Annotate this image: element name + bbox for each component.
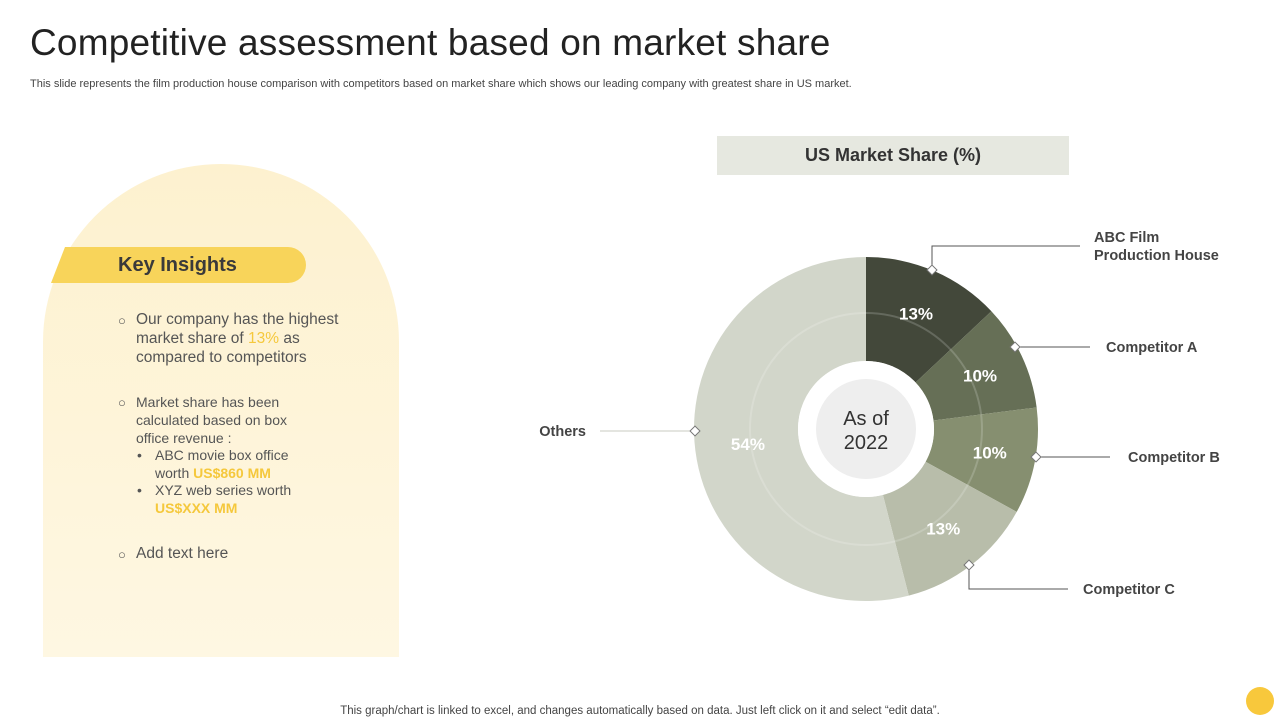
insight-1-text-end: as compared to competitors <box>136 330 307 366</box>
corner-decoration <box>1246 687 1274 715</box>
pie-inner-ring <box>749 312 983 546</box>
sub-1-highlight: US$860 MM <box>193 465 271 481</box>
pie-slice-2[interactable] <box>925 407 1038 512</box>
value-label-1: 10% <box>963 366 997 385</box>
sub-2-text: XYZ web series worth <box>155 482 292 498</box>
center-label-2: 2022 <box>844 432 889 454</box>
leader-line-3 <box>968 565 1068 590</box>
insight-1-highlight: 13% <box>248 330 280 347</box>
category-label-0-0: ABC Film <box>1094 230 1159 246</box>
value-label-3: 13% <box>926 520 960 539</box>
leader-marker-2 <box>1030 451 1042 463</box>
insight-bullet-2: ○ Market share has been calculated based… <box>118 393 311 447</box>
circle-bullet-icon: ○ <box>118 313 126 328</box>
value-label-2: 10% <box>973 444 1007 463</box>
pie-center-disc <box>816 379 916 479</box>
page-subtitle: This slide represents the film productio… <box>30 78 852 90</box>
pie-slice-3[interactable] <box>882 461 1017 596</box>
value-label-4: 54% <box>731 435 765 454</box>
pie-slice-4[interactable] <box>694 257 909 602</box>
insight-bullet-1: ○ Our company has the highest market sha… <box>118 310 356 367</box>
leader-marker-3 <box>963 559 975 571</box>
page-title: Competitive assessment based on market s… <box>30 22 831 63</box>
insight-3-text: Add text here <box>136 545 229 562</box>
leader-marker-1 <box>1009 341 1021 353</box>
sub-1-text: ABC movie box office worth <box>155 447 289 481</box>
leader-line-0 <box>931 245 1080 270</box>
dot-bullet-icon: • <box>137 482 142 498</box>
insights-panel <box>43 164 399 657</box>
footer-note: This graph/chart is linked to excel, and… <box>340 705 940 717</box>
category-label-3-0: Competitor C <box>1083 582 1175 598</box>
category-label-4-0: Others <box>539 424 586 440</box>
circle-bullet-icon: ○ <box>118 395 126 410</box>
category-label-1-0: Competitor A <box>1106 340 1198 356</box>
leader-marker-4 <box>689 425 701 437</box>
chart-title-box <box>717 136 1069 175</box>
insight-bullet-3: ○ Add text here <box>118 544 336 563</box>
category-label-0-1: Production House <box>1094 248 1219 264</box>
pie-slice-0[interactable] <box>866 257 992 383</box>
value-label-0: 13% <box>899 304 933 323</box>
insight-2-text: Market share has been calculated based o… <box>136 394 287 446</box>
insight-1-text: Our company has the highest market share… <box>136 311 339 347</box>
category-label-2-0: Competitor B <box>1128 450 1220 466</box>
insight-sub-bullet-1: • ABC movie box office worth US$860 MM <box>137 446 315 482</box>
leader-marker-0 <box>926 264 938 276</box>
chart-title: US Market Share (%) <box>804 145 982 165</box>
insights-heading: Key Insights <box>118 254 237 276</box>
circle-bullet-icon: ○ <box>118 547 126 562</box>
insight-sub-bullet-2: • XYZ web series worth US$XXX MM <box>137 481 315 517</box>
dot-bullet-icon: • <box>137 447 142 463</box>
insights-heading-tab <box>51 247 306 283</box>
pie-slice-1[interactable] <box>915 311 1037 421</box>
sub-2-highlight: US$XXX MM <box>155 500 238 516</box>
center-label-1: As of <box>843 408 889 430</box>
